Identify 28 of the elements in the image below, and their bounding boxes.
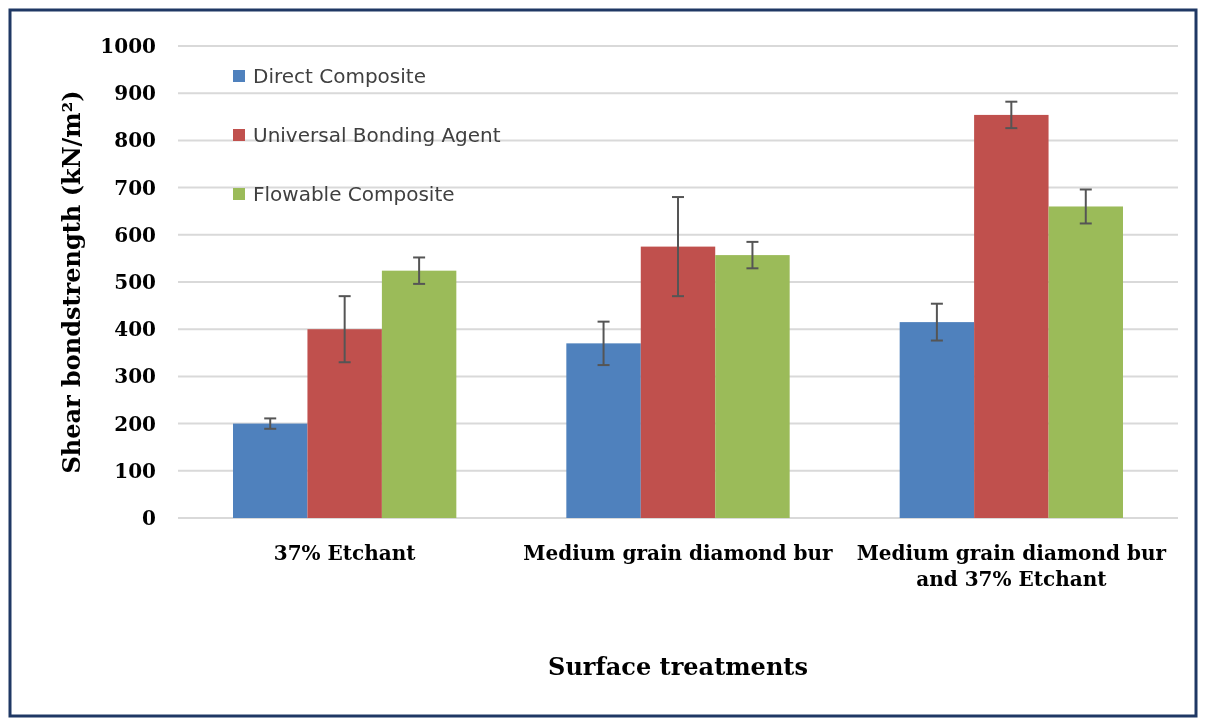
y-tick-label: 500: [114, 270, 156, 294]
bar: [640, 246, 716, 518]
y-tick-label: 900: [114, 81, 156, 106]
bar: [381, 270, 457, 518]
bar: [233, 423, 308, 518]
y-tick-label: 200: [114, 411, 156, 436]
bar: [1048, 206, 1123, 518]
bar: [899, 322, 975, 518]
y-tick-label: 700: [114, 175, 156, 200]
y-tick-label: 800: [114, 128, 156, 153]
y-axis-title: Shear bondstrength (kN/m²): [57, 90, 86, 474]
bar: [974, 114, 1049, 518]
x-tick-label: 37% Etchant: [273, 541, 417, 565]
bar: [307, 329, 382, 518]
y-tick-label: 0: [142, 506, 156, 530]
legend-label: Universal Bonding Agent: [253, 123, 501, 147]
y-tick-label: 600: [114, 222, 156, 247]
bar: [715, 255, 790, 518]
x-axis-title: Surface treatments: [548, 652, 808, 681]
y-tick-label: 400: [114, 317, 156, 342]
x-tick-label: Medium grain diamond bur: [523, 541, 834, 565]
x-tick-label: Medium grain diamond bur and 37% Etchant: [856, 541, 1167, 591]
y-tick-label: 100: [114, 458, 156, 483]
legend-label: Flowable Composite: [253, 182, 455, 206]
y-tick-label: 300: [114, 364, 156, 389]
y-tick-label: 1000: [100, 34, 156, 58]
legend-label: Direct Composite: [253, 64, 426, 88]
bar: [566, 343, 641, 518]
